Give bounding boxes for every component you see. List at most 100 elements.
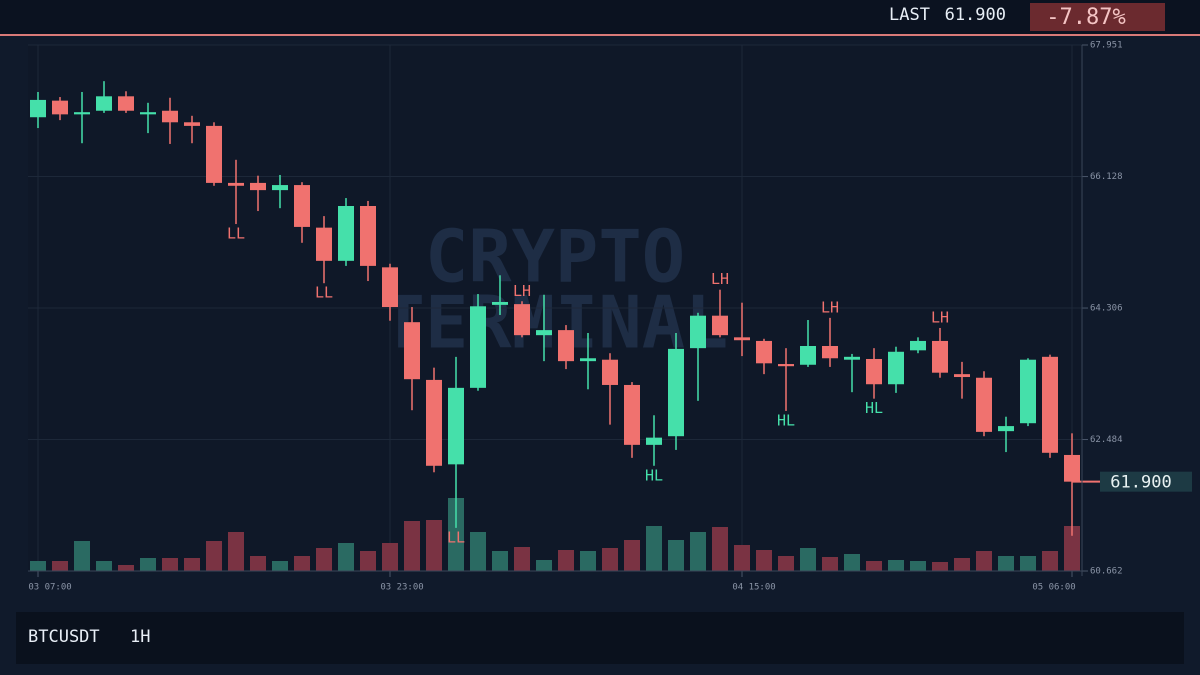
volume-bar [536, 560, 552, 571]
candle-body [338, 205, 354, 261]
change-box [1030, 3, 1165, 31]
volume-bar [96, 561, 112, 571]
volume-bar [118, 565, 134, 571]
candle-body [954, 374, 970, 378]
y-tick-label: 67.951 [1090, 41, 1123, 51]
pivot-label: HL [865, 399, 883, 417]
candle-body [976, 377, 992, 432]
volume-bar [382, 543, 398, 571]
candle-body [1042, 356, 1058, 453]
volume-bar [404, 521, 420, 571]
candle-body [690, 315, 706, 349]
candle-body [118, 96, 134, 111]
x-tick-label: 03 07:00 [28, 583, 71, 593]
candle-body [426, 379, 442, 466]
x-tick-label: 05 06:00 [1032, 583, 1075, 593]
candle-body [30, 99, 46, 118]
candle-body [448, 387, 464, 465]
pivot-label: HL [777, 411, 795, 429]
candle-body [712, 315, 728, 336]
last-price-label: 61.900 [1110, 473, 1171, 493]
pivot-label: HL [645, 466, 663, 484]
volume-bar [184, 558, 200, 571]
candle-body [492, 301, 508, 305]
y-tick-label: 62.484 [1090, 435, 1123, 445]
volume-bar [74, 541, 90, 571]
volume-bar [558, 550, 574, 571]
candle-body [1020, 359, 1036, 424]
candle-body [602, 359, 618, 385]
volume-bar [954, 558, 970, 571]
volume-bar [778, 556, 794, 571]
candle-body [536, 330, 552, 336]
volume-bar [272, 561, 288, 571]
candle-body [778, 364, 794, 367]
volume-bar [492, 551, 508, 571]
candle-body [580, 358, 596, 362]
candle-body [514, 304, 530, 336]
candle-body [888, 351, 904, 385]
candle-body [74, 112, 90, 115]
candle-body [866, 358, 882, 385]
candle-body [294, 185, 310, 227]
volume-bar [844, 554, 860, 571]
candle-body [668, 348, 684, 437]
volume-bar [932, 562, 948, 571]
volume-bar [294, 556, 310, 571]
y-tick-label: 66.128 [1090, 172, 1123, 182]
candle-body [998, 426, 1014, 432]
volume-bar [1020, 556, 1036, 571]
candle-body [250, 182, 266, 191]
candle-body [624, 384, 640, 445]
volume-bar [580, 551, 596, 571]
watermark: CRYPTO [425, 215, 685, 299]
last-value: 61.900 [945, 5, 1006, 25]
last-label: LAST [889, 5, 930, 25]
pivot-label: LH [821, 298, 839, 316]
candle-body [162, 110, 178, 123]
candle-body [382, 267, 398, 308]
volume-bar [52, 561, 68, 571]
candle-body [734, 337, 750, 341]
volume-bar [976, 551, 992, 571]
volume-bar [360, 551, 376, 571]
candle-body [360, 205, 376, 266]
volume-bar [646, 526, 662, 571]
last-price-tag [1100, 471, 1192, 492]
volume-bar [866, 561, 882, 571]
volume-bar [690, 532, 706, 571]
pivot-label: LH [931, 308, 949, 326]
x-tick-label: 04 15:00 [732, 583, 775, 593]
candle-body [404, 322, 420, 380]
volume-bar [888, 560, 904, 571]
candle-body [140, 112, 156, 115]
volume-bar [624, 540, 640, 571]
pivot-label: LH [711, 270, 729, 288]
change-value: -7.87% [1046, 5, 1125, 30]
candle-body [206, 125, 222, 183]
candle-body [52, 100, 68, 115]
candle-body [822, 345, 838, 359]
volume-bar [1064, 526, 1080, 571]
y-tick-label: 60.662 [1090, 567, 1123, 577]
pivot-label: LL [227, 225, 245, 243]
candle-body [470, 306, 486, 388]
volume-bar [800, 548, 816, 571]
header-bar [0, 0, 1200, 35]
candle-body [558, 330, 574, 362]
volume-bar [734, 545, 750, 571]
candle-body [756, 340, 772, 364]
candle-body [1064, 454, 1080, 482]
volume-bar [998, 556, 1014, 571]
volume-bar [448, 498, 464, 571]
candle-body [646, 437, 662, 445]
volume-bar [668, 540, 684, 571]
volume-bar [228, 532, 244, 571]
volume-bar [426, 520, 442, 571]
pivot-label: LL [315, 284, 333, 302]
interval: 1H [130, 627, 150, 647]
volume-bar [162, 558, 178, 571]
volume-bar [470, 532, 486, 571]
